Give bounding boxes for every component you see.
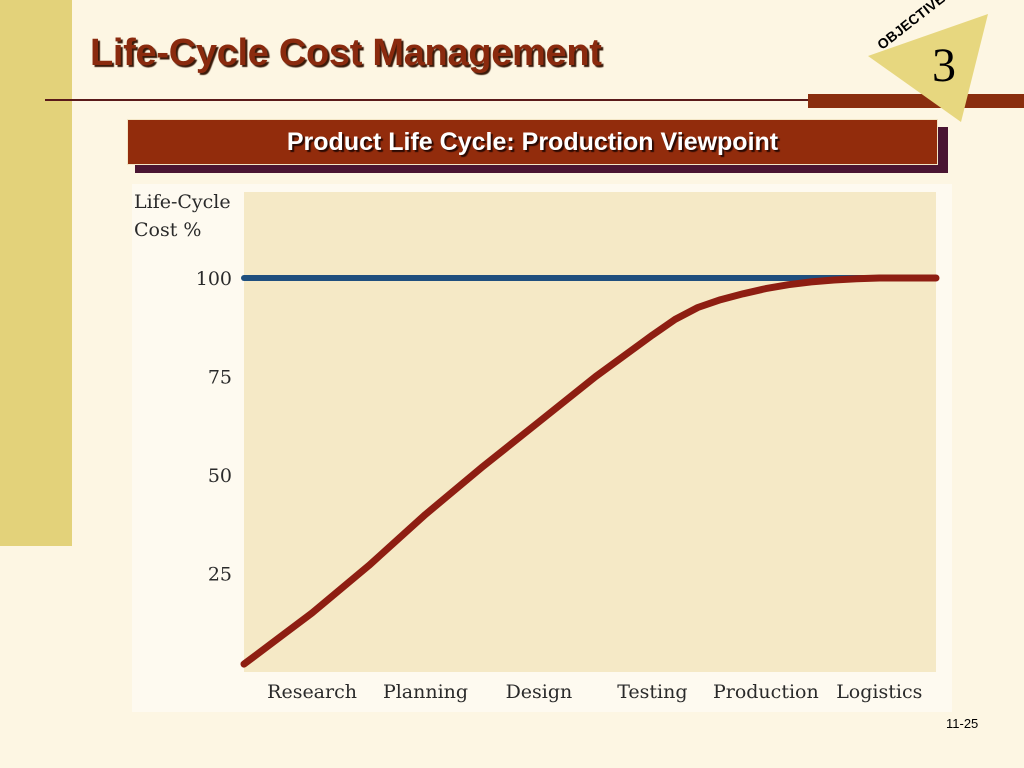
x-category-label: Testing — [617, 681, 687, 703]
side-accent-bar — [0, 0, 72, 546]
x-category-label: Planning — [383, 681, 468, 703]
plot-area — [244, 192, 936, 672]
cumulative-cost-curve — [240, 274, 940, 668]
objective-badge-shape — [868, 14, 988, 122]
y-tick-label: 25 — [208, 564, 232, 586]
section-banner: Product Life Cycle: Production Viewpoint — [127, 119, 938, 165]
banner-text: Product Life Cycle: Production Viewpoint — [286, 127, 779, 156]
x-category-label: Logistics — [836, 681, 922, 703]
page-number: 11-25 — [946, 716, 979, 731]
y-axis-label: Life-Cycle — [134, 191, 231, 213]
title-underline-accent — [808, 94, 1024, 108]
y-tick-label: 100 — [196, 268, 232, 290]
x-category-label: Production — [713, 681, 819, 703]
y-tick-label: 50 — [208, 465, 232, 487]
x-category-label: Research — [267, 681, 357, 703]
objective-number: 3 — [932, 39, 956, 92]
objective-badge — [868, 14, 988, 122]
y-axis-label: Cost % — [134, 219, 201, 241]
x-category-label: Design — [506, 681, 573, 703]
life-cycle-cost-chart: Life-Cycle Cost % 25 50 75 100 Research Plannin… — [134, 191, 940, 703]
y-tick-label: 75 — [208, 367, 232, 389]
chart-panel: Life-Cycle Cost % 25 50 75 100 Research Plannin… — [132, 184, 952, 712]
title-underline — [45, 99, 815, 101]
slide-title: Life-Cycle Cost Management — [90, 32, 602, 74]
